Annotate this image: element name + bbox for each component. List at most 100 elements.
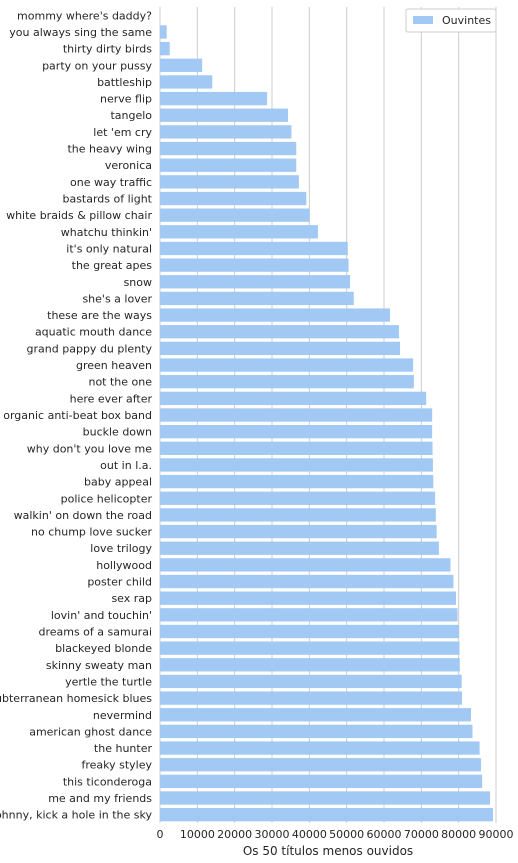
bar	[160, 291, 354, 306]
bar	[160, 91, 268, 106]
category-label: grand pappy du plenty	[27, 342, 153, 355]
bar	[160, 474, 434, 489]
category-label: lovin' and touchin'	[51, 609, 152, 622]
bar	[160, 75, 213, 89]
bar	[160, 674, 462, 689]
bar	[160, 591, 457, 605]
bar	[160, 608, 458, 622]
bar	[160, 724, 473, 739]
category-label: it's only natural	[66, 242, 152, 255]
bar	[160, 624, 460, 639]
bar	[160, 308, 390, 322]
bar	[160, 108, 289, 122]
category-label: police helicopter	[61, 492, 153, 505]
x-axis-title: Os 50 títulos menos ouvidos	[243, 844, 413, 858]
category-label: why don't you love me	[27, 442, 152, 455]
category-label: sex rap	[111, 592, 152, 605]
category-label: whatchu thinkin'	[61, 226, 152, 239]
category-label: bastards of light	[62, 193, 152, 206]
category-label: green heaven	[76, 359, 152, 372]
category-label: yertle the turtle	[65, 675, 152, 688]
category-label: aquatic mouth dance	[35, 326, 152, 339]
category-label: battleship	[97, 76, 152, 89]
category-label: subterranean homesick blues	[0, 692, 152, 705]
bar	[160, 408, 433, 422]
bar	[160, 641, 460, 655]
category-label: nevermind	[93, 709, 152, 722]
x-tick-labels: 0 10000 20000 30000 40000 50000 60000 70000 8000…	[157, 828, 514, 841]
category-label: white braids & pillow chair	[6, 209, 152, 222]
category-label: skinny sweaty man	[46, 659, 152, 672]
category-label: freaky styley	[81, 759, 152, 772]
category-label: party on your pussy	[42, 59, 152, 72]
bar	[160, 791, 491, 805]
category-label: blackeyed blonde	[55, 642, 152, 655]
category-label: she's a lover	[82, 292, 152, 305]
bar	[160, 341, 401, 356]
category-label: organic anti-beat box band	[3, 409, 152, 422]
bar	[160, 808, 494, 822]
x-tick-label: 30000	[255, 828, 290, 841]
bar	[160, 258, 349, 272]
bar	[160, 541, 439, 555]
category-label: me and my friends	[48, 792, 152, 805]
legend-box	[405, 8, 497, 33]
category-label: not the one	[88, 376, 152, 389]
x-tick-label: 60000	[367, 828, 402, 841]
category-label: snow	[124, 276, 152, 289]
category-label: american ghost dance	[29, 725, 152, 738]
category-label: veronica	[105, 159, 152, 172]
category-label: tangelo	[110, 109, 152, 122]
category-label: nerve flip	[100, 93, 152, 106]
category-label: you always sing the same	[9, 26, 152, 39]
x-tick-label: 70000	[404, 828, 439, 841]
bar	[160, 141, 297, 156]
bar	[160, 574, 454, 589]
bar	[160, 225, 318, 239]
category-label: the great apes	[72, 259, 153, 272]
bar	[160, 25, 167, 39]
category-label: mommy where's daddy?	[17, 9, 152, 22]
bar	[160, 774, 483, 789]
category-label: this ticonderoga	[63, 775, 152, 788]
bar	[160, 158, 297, 172]
bar	[160, 508, 436, 522]
bar	[160, 491, 436, 505]
bar	[160, 758, 482, 772]
bar	[160, 658, 460, 672]
x-tick-label: 50000	[329, 828, 364, 841]
x-tick-label: 90000	[479, 828, 514, 841]
category-label: these are the ways	[47, 309, 152, 322]
category-label: no chump love sucker	[31, 526, 152, 539]
bars	[160, 25, 494, 822]
category-label: dreams of a samurai	[38, 625, 152, 638]
category-label: let 'em cry	[93, 126, 152, 139]
category-label: the hunter	[94, 742, 153, 755]
category-label: out in l.a.	[100, 459, 152, 472]
bar	[160, 175, 299, 189]
category-label: buckle down	[83, 426, 152, 439]
bar	[160, 741, 480, 755]
category-label: here ever after	[70, 392, 153, 405]
category-label: hollywood	[96, 559, 152, 572]
category-labels: mommy where's daddy? you always sing the …	[0, 9, 153, 821]
bar	[160, 208, 310, 222]
x-tick-label: 20000	[217, 828, 252, 841]
bar	[160, 558, 451, 572]
category-label: one way traffic	[70, 176, 152, 189]
bar	[160, 241, 348, 256]
bar	[160, 358, 414, 372]
category-label: love trilogy	[90, 542, 152, 555]
bar	[160, 275, 351, 289]
bar	[160, 441, 433, 455]
bar	[160, 325, 399, 339]
legend: Ouvintes	[405, 8, 497, 33]
category-label: johnny, kick a hole in the sky	[0, 809, 152, 822]
x-tick-label: 40000	[292, 828, 327, 841]
x-tick-label: 80000	[441, 828, 476, 841]
category-label: walkin' on down the road	[14, 509, 152, 522]
bar	[160, 58, 203, 72]
bar	[160, 41, 170, 56]
category-label: baby appeal	[84, 476, 152, 489]
